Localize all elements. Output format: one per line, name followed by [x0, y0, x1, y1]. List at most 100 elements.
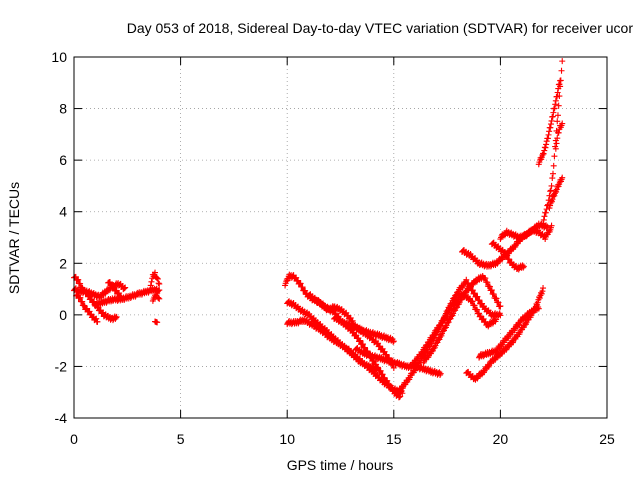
- x-tick-label: 0: [70, 431, 78, 447]
- data-point: [559, 58, 566, 65]
- series-late-arc-8: [488, 239, 527, 273]
- data-point: [390, 338, 397, 345]
- data-point: [152, 269, 159, 276]
- data-point: [372, 364, 379, 371]
- data-point: [549, 170, 556, 177]
- x-tick-label: 5: [177, 431, 185, 447]
- data-point: [154, 275, 161, 282]
- data-point: [154, 294, 161, 301]
- data-point: [540, 220, 547, 227]
- data-point: [486, 283, 493, 290]
- data-point: [541, 147, 548, 154]
- series-early-arc-4: [92, 285, 163, 310]
- data-point: [469, 298, 476, 305]
- data-point: [299, 284, 306, 291]
- data-point: [471, 290, 478, 297]
- data-point: [535, 305, 542, 312]
- data-point: [546, 128, 553, 135]
- data-point: [154, 275, 161, 282]
- data-point: [557, 77, 564, 84]
- data-point: [454, 304, 461, 311]
- data-point: [520, 264, 527, 271]
- series-mid-arc-7: [350, 321, 397, 345]
- data-point: [390, 338, 397, 345]
- data-point: [559, 174, 566, 181]
- data-point: [116, 290, 123, 297]
- y-tick-label: -2: [55, 358, 68, 374]
- series-early-arc-7: [149, 290, 163, 304]
- data-points: [71, 58, 566, 401]
- data-point: [555, 102, 562, 109]
- data-point: [554, 135, 561, 142]
- data-point: [493, 316, 500, 323]
- series-early-arc-3: [73, 291, 101, 325]
- data-point: [77, 280, 84, 287]
- data-point: [547, 124, 554, 131]
- data-point: [154, 290, 161, 297]
- data-point: [437, 371, 444, 378]
- data-point: [553, 140, 560, 147]
- y-tick-label: 2: [59, 255, 67, 271]
- data-point: [156, 287, 163, 294]
- y-tick-label: -4: [55, 410, 68, 426]
- data-point: [437, 334, 444, 341]
- data-point: [504, 252, 511, 259]
- data-point: [155, 280, 162, 287]
- data-point: [497, 312, 504, 319]
- data-point: [544, 135, 551, 142]
- grid-lines: [74, 57, 607, 418]
- series-late-arc-7: [497, 222, 555, 243]
- data-point: [541, 213, 548, 220]
- data-point: [436, 369, 443, 376]
- data-point: [122, 284, 129, 291]
- data-point: [549, 175, 556, 182]
- data-point: [552, 101, 559, 108]
- data-point: [540, 216, 547, 223]
- series-mid-arc-3: [284, 315, 406, 397]
- data-point: [79, 298, 86, 305]
- data-point: [359, 341, 366, 348]
- data-point: [75, 276, 82, 283]
- plot-frame: [73, 56, 608, 419]
- data-point: [93, 315, 100, 322]
- data-point: [147, 282, 154, 289]
- series-early-arc-6: [147, 269, 163, 289]
- series-late-arc-1: [395, 276, 504, 397]
- y-tick-label: 0: [59, 307, 67, 323]
- data-point: [555, 85, 562, 92]
- data-point: [545, 131, 552, 138]
- data-point: [548, 117, 555, 124]
- data-point: [506, 256, 513, 263]
- data-point: [540, 285, 547, 292]
- data-point: [496, 311, 503, 318]
- series-late-arc-4: [459, 220, 551, 270]
- data-point: [153, 274, 160, 281]
- data-point: [94, 318, 101, 325]
- data-point: [490, 291, 497, 298]
- series-early-arc-8: [152, 318, 161, 326]
- data-point: [539, 288, 546, 295]
- data-point: [501, 248, 508, 255]
- series-late-arc-11: [546, 174, 566, 212]
- data-point: [547, 188, 554, 195]
- data-point: [445, 319, 452, 326]
- data-point: [552, 145, 559, 152]
- data-point: [77, 294, 84, 301]
- data-point: [551, 153, 558, 160]
- data-point: [81, 302, 88, 309]
- data-point: [538, 290, 545, 297]
- data-point: [555, 129, 562, 136]
- data-point: [554, 118, 561, 125]
- data-point: [373, 366, 380, 373]
- data-point: [437, 331, 444, 338]
- data-point: [540, 150, 547, 157]
- y-tick-label: 4: [59, 204, 67, 220]
- data-point: [548, 197, 555, 204]
- data-point: [549, 113, 556, 120]
- data-point: [543, 141, 550, 148]
- x-tick-label: 25: [599, 431, 615, 447]
- chart-title: Day 053 of 2018, Sidereal Day-to-day VTE…: [127, 20, 634, 36]
- data-point: [155, 295, 162, 302]
- data-point: [552, 187, 559, 194]
- series-late-arc-6: [476, 304, 542, 361]
